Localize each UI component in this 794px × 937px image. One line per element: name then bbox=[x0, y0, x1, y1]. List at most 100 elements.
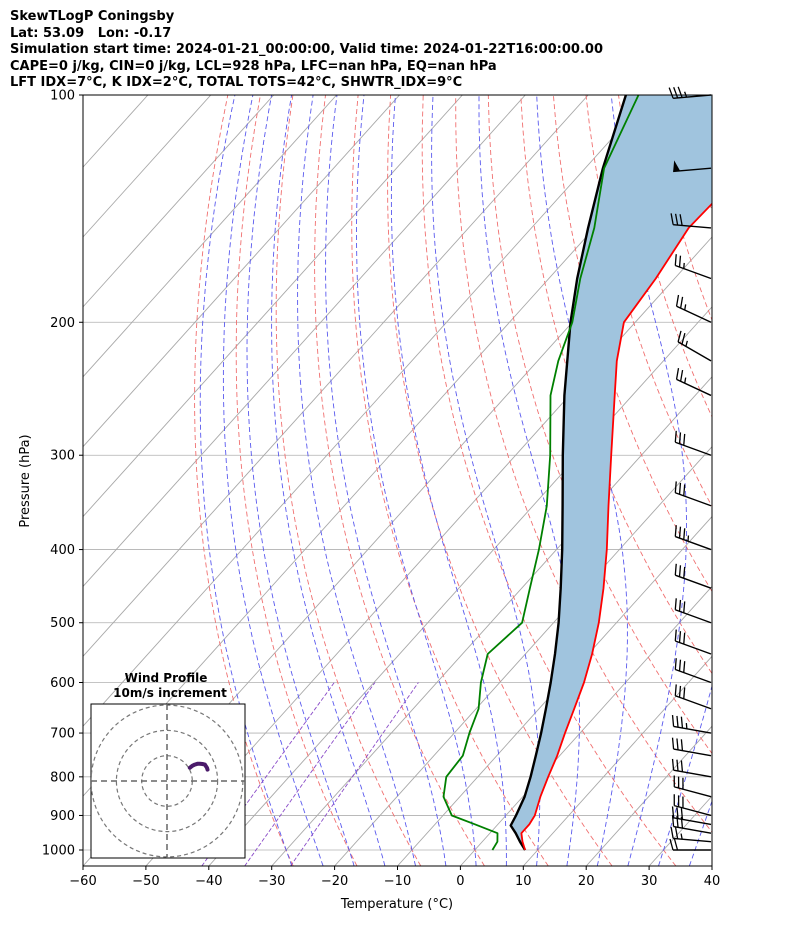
dry-adiabat-line bbox=[749, 95, 794, 866]
hodograph-ring bbox=[115, 729, 219, 833]
cin-shading bbox=[510, 95, 712, 850]
y-tick-label: 900 bbox=[50, 809, 75, 824]
moist-adiabat-line bbox=[325, 95, 447, 866]
wind-barb bbox=[674, 629, 712, 655]
barb-flag bbox=[674, 658, 677, 670]
wind-barb bbox=[671, 715, 712, 734]
barb-staff bbox=[674, 786, 712, 798]
dry-adiabat-line bbox=[275, 95, 422, 866]
indices-line-1: CAPE=0 j/kg, CIN=0 j/kg, LCL=928 hPa, LF… bbox=[10, 58, 497, 74]
barb-flag bbox=[679, 369, 684, 382]
hodograph-plot bbox=[91, 704, 245, 858]
x-tick-label: −60 bbox=[69, 874, 96, 889]
hodograph-trace bbox=[187, 761, 210, 772]
wind-barb bbox=[674, 563, 712, 589]
isotherm-lines bbox=[83, 95, 712, 866]
barb-flag bbox=[674, 827, 679, 839]
isotherm-line bbox=[208, 306, 712, 866]
dry-adiabat-line bbox=[387, 95, 613, 866]
barb-flag bbox=[676, 807, 679, 819]
y-tick-label: 100 bbox=[50, 89, 75, 104]
y-axis-ticks: 1000 900 800 700 600 500 400 300 200 100 bbox=[42, 89, 83, 859]
dry-adiabat-line bbox=[351, 95, 549, 866]
barb-flag bbox=[674, 213, 679, 226]
barb-flag bbox=[683, 687, 686, 699]
barb-staff bbox=[673, 825, 712, 834]
barb-flag bbox=[674, 481, 677, 493]
isotherm-line bbox=[271, 376, 712, 866]
cin-area bbox=[510, 95, 712, 850]
moist-adiabat-line bbox=[297, 95, 416, 866]
isotherm-line bbox=[711, 865, 712, 866]
barb-staff bbox=[675, 668, 712, 684]
barb-half-flag bbox=[684, 91, 688, 98]
wind-barb bbox=[671, 737, 712, 757]
barb-flag bbox=[673, 838, 679, 851]
barb-flag bbox=[678, 565, 682, 577]
barb-flag bbox=[683, 566, 686, 579]
isotherm-line bbox=[83, 95, 463, 518]
barb-half-flag bbox=[684, 377, 687, 384]
barb-staff bbox=[673, 748, 712, 757]
isotherm-line bbox=[83, 95, 652, 727]
barb-flag bbox=[677, 330, 682, 343]
indices-line-2: LFT IDX=7°C, K IDX=2°C, TOTAL TOTS=42°C,… bbox=[10, 75, 463, 90]
barb-staff bbox=[676, 378, 712, 397]
wind-barb bbox=[675, 294, 712, 323]
wind-barb bbox=[670, 827, 712, 843]
wind-barb bbox=[674, 598, 712, 624]
x-axis-ticks: −60 −50 −40 −30 −20 −10 0 10 20 30 40 bbox=[69, 866, 720, 889]
isotherm-line bbox=[83, 95, 589, 658]
barb-half-flag bbox=[684, 304, 687, 311]
barb-staff bbox=[675, 492, 712, 507]
barb-flag bbox=[680, 807, 684, 820]
mixing-ratio-line bbox=[244, 682, 376, 866]
barb-staff bbox=[673, 817, 712, 826]
chart-title: SkewTLogP Coningsby bbox=[10, 9, 175, 24]
wind-barb bbox=[675, 368, 712, 397]
dewpoint-line bbox=[442, 95, 640, 851]
barb-staff bbox=[673, 223, 712, 229]
barb-flag bbox=[674, 598, 677, 610]
wind-barb bbox=[674, 430, 712, 456]
barb-staff bbox=[673, 837, 712, 843]
moist-adiabat-line bbox=[246, 95, 355, 866]
wind-barb bbox=[674, 254, 712, 280]
isotherm-line bbox=[460, 585, 712, 866]
y-tick-label: 800 bbox=[50, 770, 75, 785]
barb-flag bbox=[676, 715, 679, 728]
y-tick-label: 400 bbox=[50, 543, 75, 558]
barb-staff bbox=[675, 574, 712, 589]
barb-staff bbox=[677, 341, 712, 362]
temperature-line bbox=[520, 202, 712, 851]
moist-adiabat-line bbox=[199, 95, 293, 866]
moist-adiabat-line bbox=[222, 95, 324, 866]
barb-flag bbox=[683, 661, 686, 673]
barb-flag bbox=[680, 760, 684, 772]
barb-flag bbox=[681, 332, 686, 345]
barb-half-flag bbox=[680, 833, 683, 840]
barb-flag bbox=[674, 684, 677, 696]
barb-flag bbox=[683, 484, 686, 496]
isotherm-line bbox=[83, 95, 212, 238]
barb-flag bbox=[679, 296, 684, 309]
isotherm-line bbox=[83, 95, 526, 588]
moist-adiabat-line bbox=[478, 95, 580, 866]
barb-flag bbox=[675, 294, 680, 307]
x-tick-label: 10 bbox=[515, 874, 532, 889]
barb-staff bbox=[673, 167, 712, 173]
barb-flag bbox=[683, 601, 686, 613]
wind-barb bbox=[669, 838, 711, 851]
x-tick-label: −30 bbox=[258, 874, 285, 889]
barb-flag bbox=[670, 827, 674, 839]
wind-barb bbox=[674, 525, 712, 551]
mixing-ratio-lines bbox=[201, 682, 419, 866]
barb-flag bbox=[676, 738, 679, 750]
dry-adiabat-line bbox=[314, 95, 485, 866]
barb-staff bbox=[673, 94, 712, 100]
barb-pennant bbox=[673, 160, 681, 172]
barb-flag bbox=[669, 838, 674, 851]
barb-flag bbox=[674, 629, 677, 642]
isotherm-line bbox=[334, 445, 712, 866]
